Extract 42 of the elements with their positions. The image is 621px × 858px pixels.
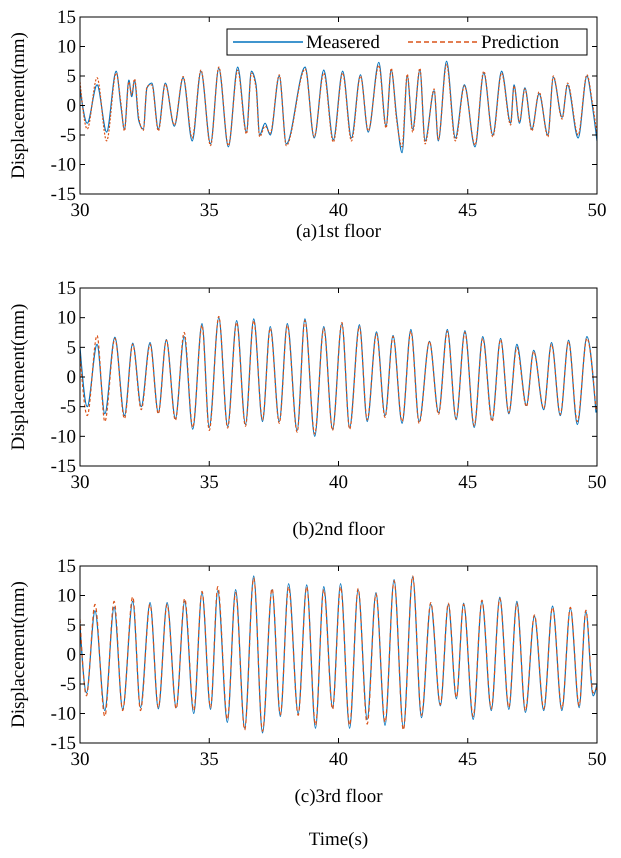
y-tick-label: 10 bbox=[57, 586, 76, 606]
y-tick-label: -5 bbox=[60, 125, 76, 146]
y-tick-label: 0 bbox=[66, 644, 76, 666]
y-tick-label: 0 bbox=[66, 96, 76, 116]
x-tick-label: 35 bbox=[200, 472, 219, 493]
text: (a)1st floor bbox=[296, 221, 382, 242]
x-tick-label: 40 bbox=[329, 200, 348, 221]
y-tick-label: -5 bbox=[60, 396, 76, 418]
x-tick-label: 50 bbox=[588, 749, 606, 770]
y-tick-label: 0 bbox=[66, 367, 76, 388]
x-tick-label: 50 bbox=[588, 472, 606, 493]
y-tick-label: 15 bbox=[57, 7, 76, 28]
y-axis-title: Displacement(mm) bbox=[8, 304, 29, 450]
y-tick-label: 15 bbox=[57, 556, 76, 577]
x-tick-label: 35 bbox=[200, 749, 219, 770]
text: (b)2nd floor bbox=[292, 519, 386, 540]
y-tick-label: -10 bbox=[50, 704, 76, 724]
y-tick-label: -10 bbox=[50, 154, 76, 176]
y-tick-label: 10 bbox=[57, 36, 76, 58]
y-axis-title: Displacement(mm) bbox=[8, 581, 29, 728]
x-tick-label: 30 bbox=[70, 200, 90, 221]
y-tick-label: 5 bbox=[66, 615, 76, 636]
x-axis-title: Time(s) bbox=[308, 829, 368, 850]
x-tick-label: 45 bbox=[458, 749, 478, 770]
x-tick-label: 45 bbox=[458, 472, 478, 493]
legend-label: Measered bbox=[306, 32, 380, 53]
x-tick-label: 35 bbox=[200, 200, 219, 221]
x-tick-label: 40 bbox=[329, 472, 348, 493]
y-axis-title: Displacement(mm) bbox=[8, 32, 29, 179]
y-tick-label: 15 bbox=[57, 278, 76, 299]
x-tick-label: 30 bbox=[70, 472, 90, 493]
y-tick-label: -5 bbox=[60, 674, 76, 695]
x-tick-label: 40 bbox=[329, 749, 348, 770]
y-tick-label: -10 bbox=[50, 426, 76, 448]
x-tick-label: 50 bbox=[588, 200, 606, 221]
y-tick-label: 5 bbox=[66, 66, 76, 87]
y-tick-label: 5 bbox=[66, 337, 76, 358]
legend-label: Prediction bbox=[481, 32, 560, 53]
x-tick-label: 45 bbox=[458, 200, 478, 221]
x-tick-label: 30 bbox=[70, 749, 90, 770]
text: (c)3rd floor bbox=[294, 786, 384, 807]
y-tick-label: 10 bbox=[57, 308, 76, 329]
